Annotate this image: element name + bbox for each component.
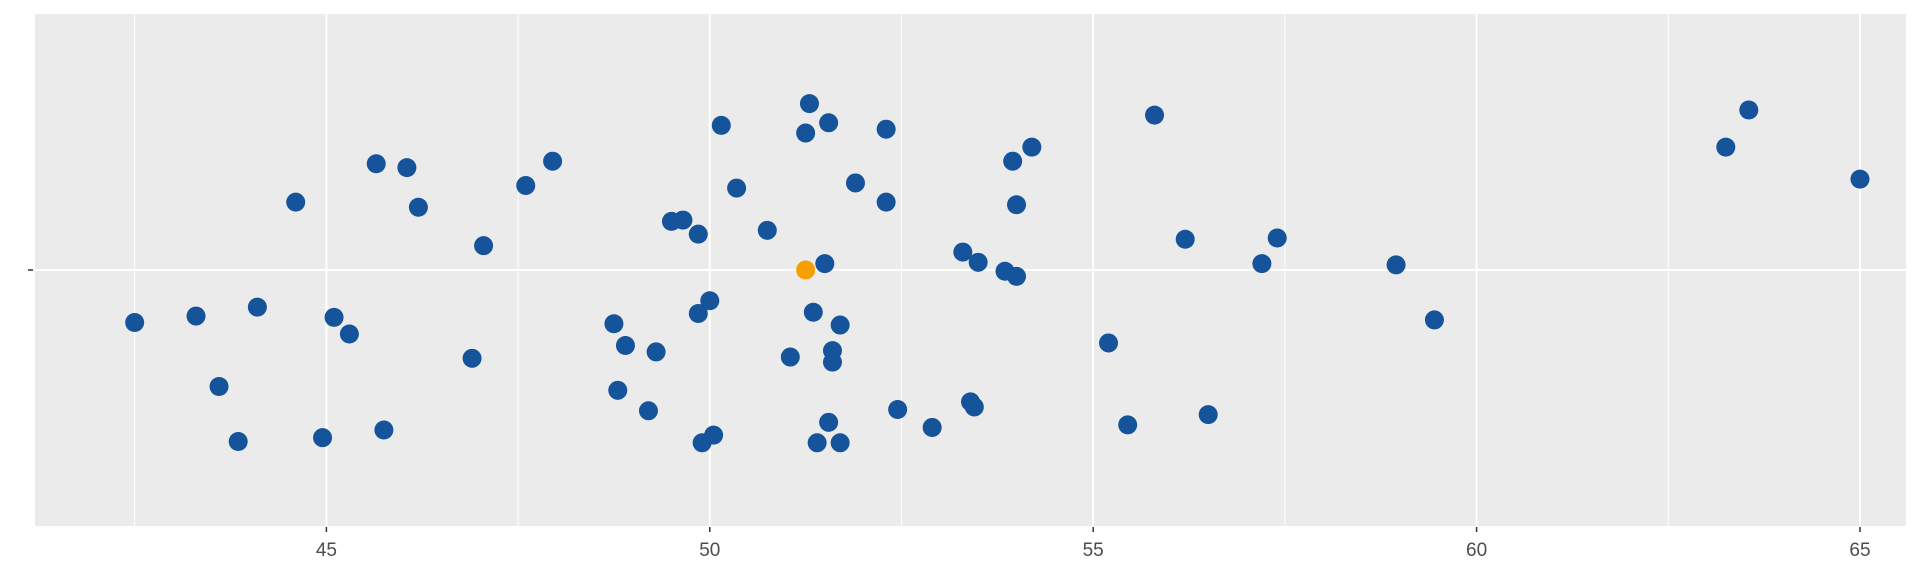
data-point (799, 94, 819, 114)
data-point (888, 400, 908, 420)
data-point (830, 315, 850, 335)
data-point (822, 352, 842, 372)
data-point (228, 432, 248, 452)
data-point (815, 254, 835, 274)
data-point (830, 433, 850, 453)
x-tick-label: 45 (316, 540, 337, 561)
data-point (711, 115, 731, 135)
data-point (462, 348, 482, 368)
x-tick-label: 60 (1466, 540, 1487, 561)
data-point (1022, 137, 1042, 157)
data-point (845, 173, 865, 193)
data-points (125, 94, 1870, 453)
data-point (186, 306, 206, 326)
data-point (673, 210, 693, 230)
data-point (1099, 333, 1119, 353)
data-point (638, 401, 658, 421)
data-point (688, 304, 708, 324)
data-point (1739, 100, 1759, 120)
data-point (324, 307, 344, 327)
data-point (474, 236, 494, 256)
data-point (688, 224, 708, 244)
data-point (604, 314, 624, 334)
data-point (727, 178, 747, 198)
data-point (1252, 254, 1272, 274)
data-point (953, 242, 973, 262)
data-point (1175, 229, 1195, 249)
data-point (1007, 266, 1027, 286)
data-point (247, 297, 267, 317)
data-point (313, 428, 333, 448)
data-point (1145, 105, 1165, 125)
data-point (964, 397, 984, 417)
data-point (1424, 310, 1444, 330)
data-point (803, 302, 823, 322)
data-point (1386, 255, 1406, 275)
data-point (408, 197, 428, 217)
data-point (374, 420, 394, 440)
data-point (876, 119, 896, 139)
data-point (608, 380, 628, 400)
data-point (646, 342, 666, 362)
data-point (796, 123, 816, 143)
x-tick-label: 65 (1849, 540, 1870, 561)
data-point (615, 336, 635, 356)
data-point (819, 113, 839, 133)
data-point (819, 412, 839, 432)
data-point (516, 176, 536, 196)
data-point (339, 324, 359, 344)
data-point (1267, 228, 1287, 248)
data-point (543, 151, 563, 171)
data-point (1850, 169, 1870, 189)
data-point (807, 433, 827, 453)
data-point (397, 158, 417, 178)
x-tick-label: 55 (1083, 540, 1104, 561)
data-point (366, 154, 386, 174)
highlighted-point (796, 260, 816, 280)
data-point (700, 291, 720, 311)
highlighted-data-point (796, 260, 816, 280)
data-point (1003, 151, 1023, 171)
data-point (286, 192, 306, 212)
data-point (125, 312, 145, 332)
data-point (1716, 137, 1736, 157)
data-point (757, 220, 777, 240)
data-point (968, 252, 988, 272)
x-tick-label: 50 (699, 540, 720, 561)
data-point (876, 192, 896, 212)
data-point (780, 347, 800, 367)
data-point (1007, 195, 1027, 215)
data-point (922, 417, 942, 437)
data-point (1118, 415, 1138, 435)
x-axis-ticks: 45 50 55 60 65 (316, 527, 1871, 561)
data-point (209, 376, 229, 396)
data-point (1198, 405, 1218, 425)
data-point (704, 425, 724, 445)
